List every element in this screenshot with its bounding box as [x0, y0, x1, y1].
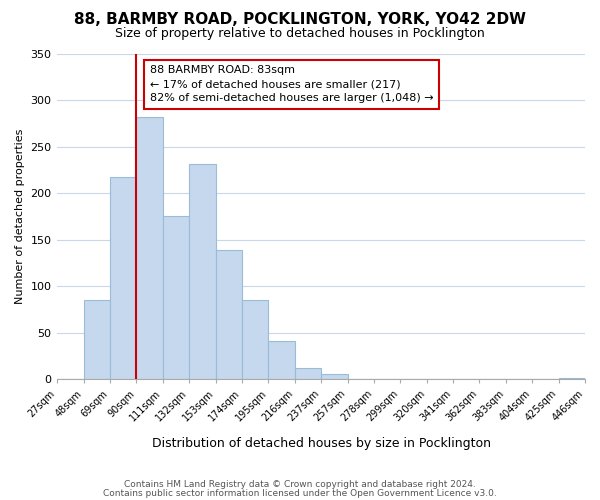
Bar [268, 341, 295, 379]
Bar [189, 164, 215, 379]
Text: Contains public sector information licensed under the Open Government Licence v3: Contains public sector information licen… [103, 488, 497, 498]
Y-axis label: Number of detached properties: Number of detached properties [15, 129, 25, 304]
Bar [295, 368, 321, 379]
Bar [321, 374, 347, 379]
X-axis label: Distribution of detached houses by size in Pocklington: Distribution of detached houses by size … [152, 437, 491, 450]
Bar [559, 378, 585, 379]
Bar [83, 300, 110, 379]
Text: 88 BARMBY ROAD: 83sqm
← 17% of detached houses are smaller (217)
82% of semi-det: 88 BARMBY ROAD: 83sqm ← 17% of detached … [149, 65, 433, 103]
Bar [242, 300, 268, 379]
Bar [136, 117, 163, 379]
Text: Size of property relative to detached houses in Pocklington: Size of property relative to detached ho… [115, 28, 485, 40]
Text: 88, BARMBY ROAD, POCKLINGTON, YORK, YO42 2DW: 88, BARMBY ROAD, POCKLINGTON, YORK, YO42… [74, 12, 526, 28]
Bar [110, 176, 136, 379]
Text: Contains HM Land Registry data © Crown copyright and database right 2024.: Contains HM Land Registry data © Crown c… [124, 480, 476, 489]
Bar [215, 250, 242, 379]
Bar [163, 216, 189, 379]
